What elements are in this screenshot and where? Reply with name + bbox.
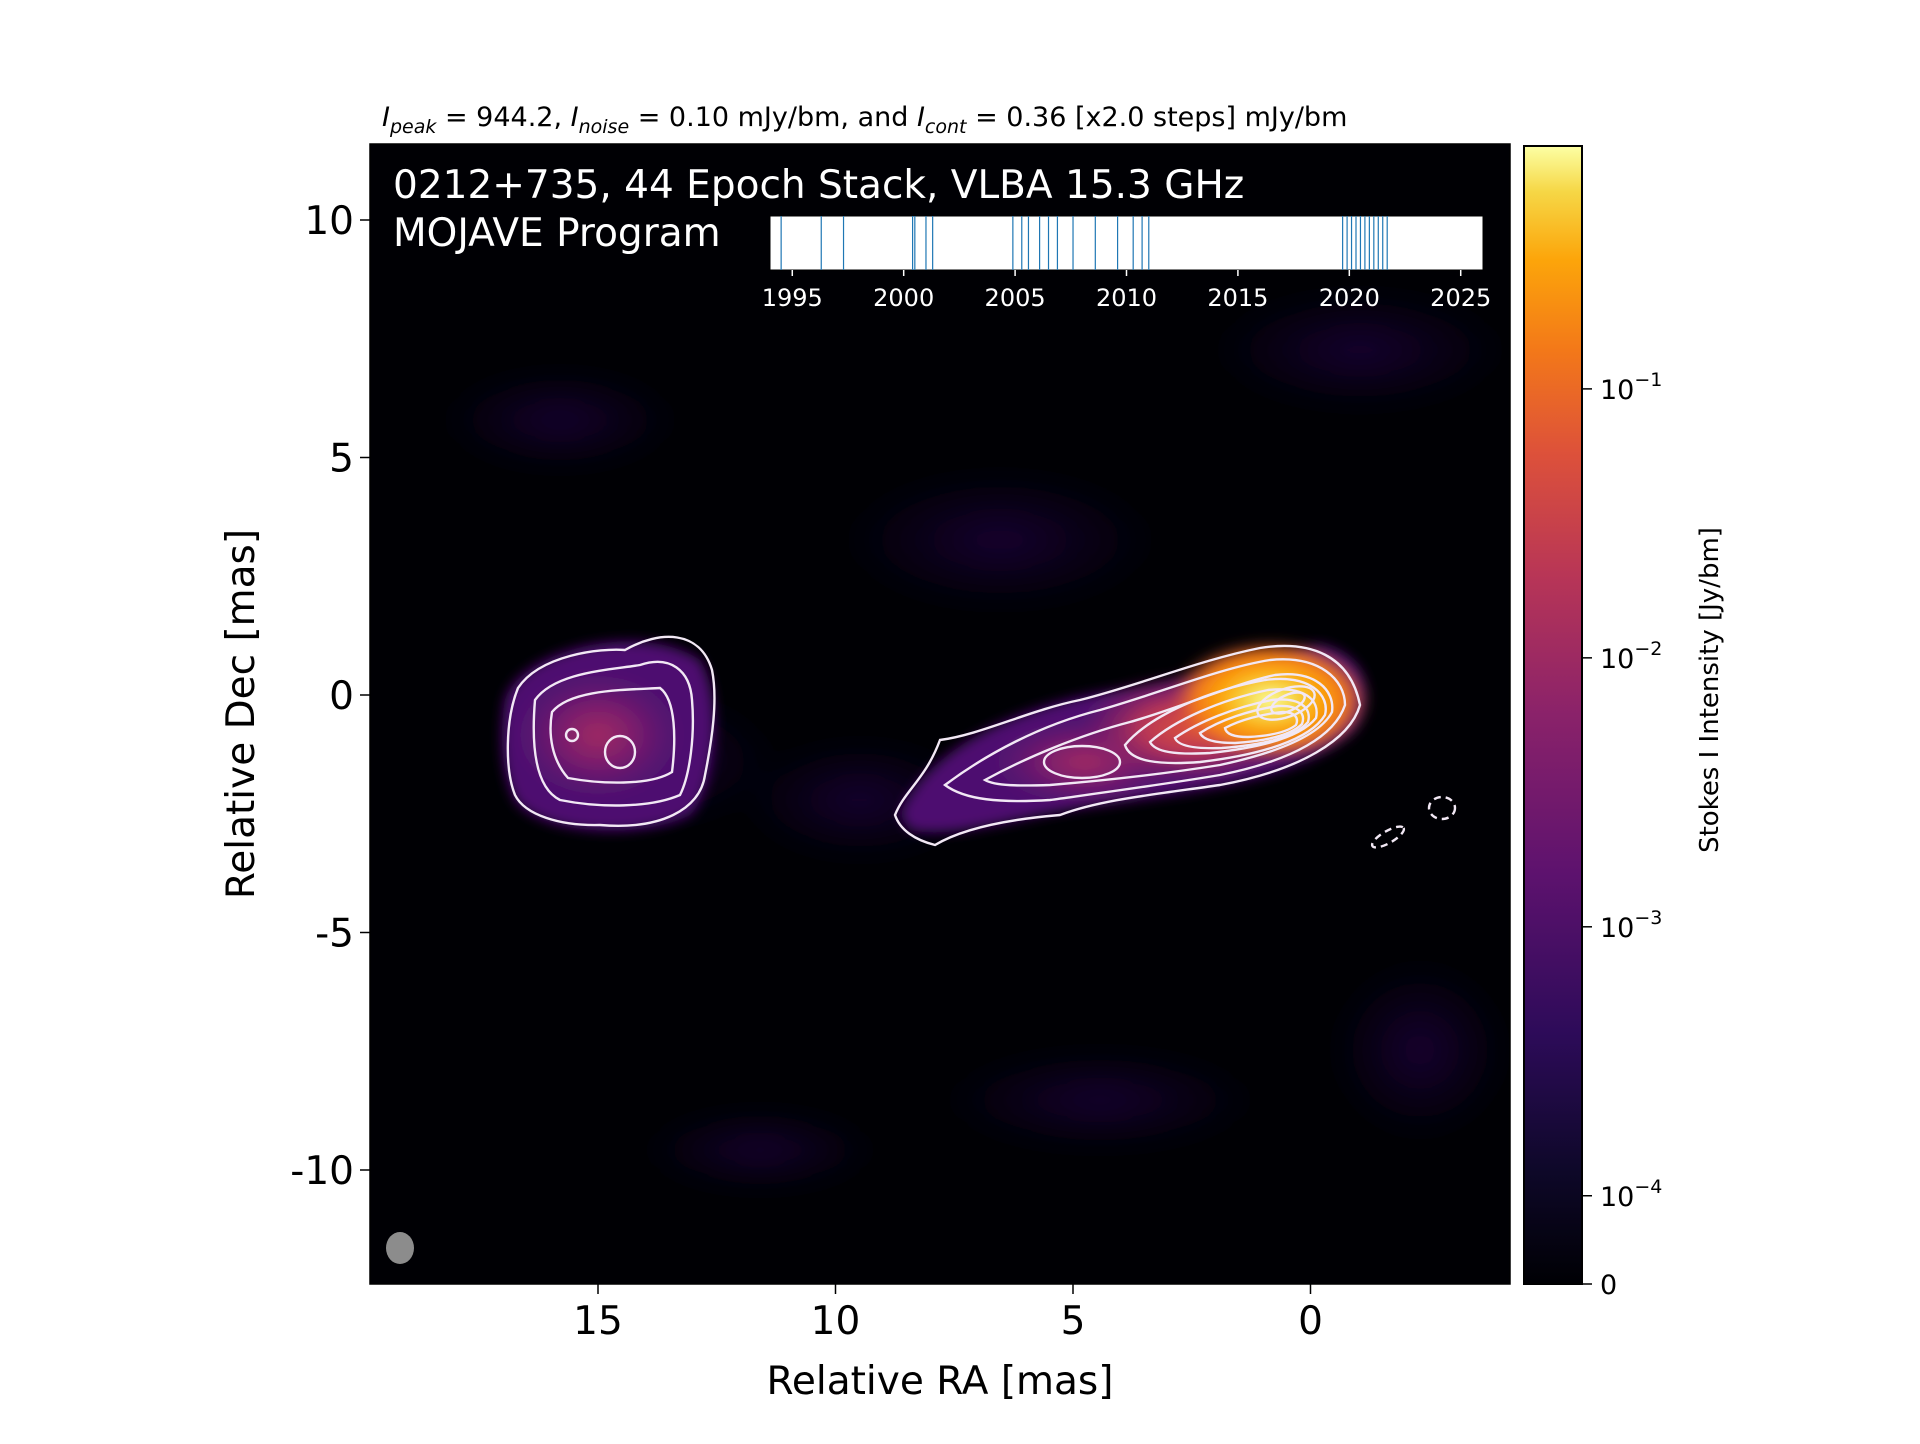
chart-title-line2: MOJAVE Program [393, 211, 721, 256]
inset-tick-label-6: 2025 [1430, 284, 1491, 312]
plot-frame [369, 143, 1511, 1285]
inset-tick-label-3: 2010 [1096, 284, 1157, 312]
contour-lobe-4 [603, 734, 637, 770]
contour-lobe-5 [564, 727, 580, 743]
y-tick-label-2: 0 [329, 674, 354, 719]
header-symbol-0: I [382, 102, 390, 133]
negative-contour-2 [1427, 795, 1457, 821]
contour-core-3 [1256, 685, 1316, 721]
header-text-0: = 944.2, [436, 102, 570, 133]
epochs-inset-ticks: 1995 2000 2005 2010 2015 2020 2025 [762, 270, 1491, 312]
x-tick-label-0: 15 [573, 1299, 623, 1344]
y-axis: 10 5 0 -5 -10 [290, 199, 370, 1194]
contour-lobe-2 [532, 660, 695, 807]
contour-core-4 [1270, 691, 1306, 715]
inset-tick-label-2: 2005 [985, 284, 1046, 312]
header-subscript-1: noise [579, 116, 630, 138]
colorbar-tick-label-4: 0 [1600, 1270, 1617, 1301]
contour-jet-6 [1148, 688, 1318, 755]
colorbar-tick-label-1: 10−2 [1600, 638, 1662, 675]
x-axis-label: Relative RA [mas] [767, 1359, 1114, 1404]
contour-core-2 [1223, 710, 1299, 739]
chart-title: 0212+735, 44 Epoch Stack, VLBA 15.3 GHz [393, 163, 1244, 208]
background-noise [440, 290, 1510, 1190]
epochs-inset-box [769, 215, 1484, 271]
beam-ellipse [386, 1232, 414, 1264]
contour-jet-2 [942, 658, 1347, 803]
inset-tick-label-0: 1995 [762, 284, 823, 312]
contour-jet-5 [1123, 677, 1327, 765]
inset-tick-label-1: 2000 [873, 284, 934, 312]
contour-core-1 [1198, 704, 1305, 745]
y-tick-label-0: 10 [304, 199, 354, 244]
epochs-inset: 1995 2000 2005 2010 2015 2020 2025 [762, 215, 1491, 312]
y-tick-label-3: -5 [315, 912, 354, 957]
colorbar-tick-label-2: 10−3 [1600, 907, 1662, 944]
colorbar: 10−1 10−2 10−3 10−4 0 Stokes I Intensity [Jy… [1523, 145, 1725, 1301]
intensity-map [386, 290, 1510, 1264]
colorbar-tick-label-3: 10−4 [1600, 1176, 1662, 1213]
x-tick-label-3: 0 [1298, 1299, 1323, 1344]
header-symbol-2: I [917, 102, 925, 133]
epoch-lines [780, 216, 1388, 270]
x-axis: 15 10 5 0 [573, 1284, 1323, 1344]
contour-jet-4 [1042, 744, 1122, 780]
contour-lobe-3 [549, 686, 676, 784]
header-subscript-0: peak [389, 116, 437, 138]
y-tick-label-4: -10 [290, 1149, 354, 1194]
contour-jet-1 [893, 644, 1362, 847]
y-axis-label: Relative Dec [mas] [219, 529, 264, 899]
header-symbol-1: I [571, 102, 579, 133]
header-text-2: = 0.36 [x2.0 steps] mJy/bm [966, 102, 1347, 133]
chart-subtitle: Ipeak = 944.2, Inoise = 0.10 mJy/bm, and… [382, 102, 1347, 138]
colorbar-ticks: 10−1 10−2 10−3 10−4 0 [1582, 369, 1662, 1301]
inset-tick-label-4: 2015 [1207, 284, 1268, 312]
header-subscript-2: cont [925, 116, 968, 138]
contour-lobe-1 [506, 635, 716, 827]
negative-contour-1 [1370, 825, 1406, 849]
contour-jet-3 [982, 673, 1334, 787]
contour-jet-7 [1173, 698, 1310, 750]
colorbar-label: Stokes I Intensity [Jy/bm] [1695, 527, 1725, 853]
colorbar-tick-label-0: 10−1 [1600, 369, 1662, 406]
x-tick-label-1: 10 [811, 1299, 861, 1344]
inset-tick-label-5: 2020 [1319, 284, 1380, 312]
contour-lines [506, 635, 1457, 849]
y-tick-label-1: 5 [329, 437, 354, 482]
header-text-1: = 0.10 mJy/bm, and [629, 102, 917, 133]
x-tick-label-2: 5 [1061, 1299, 1086, 1344]
colorbar-gradient [1523, 145, 1583, 1285]
